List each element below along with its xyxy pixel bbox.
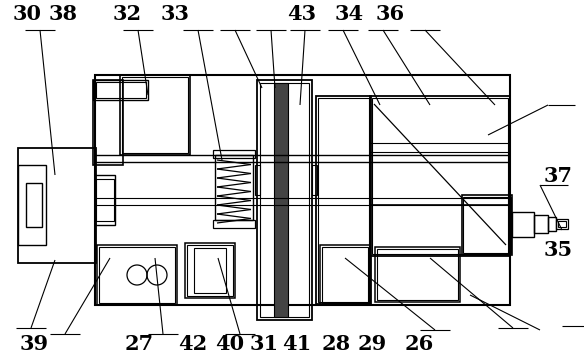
Bar bbox=[95, 75, 510, 305]
Bar bbox=[120, 75, 190, 155]
Bar bbox=[93, 80, 148, 100]
Text: 31: 31 bbox=[249, 334, 279, 354]
Bar bbox=[274, 83, 288, 317]
Text: 33: 33 bbox=[161, 4, 190, 24]
Bar bbox=[18, 148, 96, 263]
Bar bbox=[122, 77, 188, 153]
Text: 36: 36 bbox=[376, 4, 405, 24]
Bar bbox=[194, 248, 226, 293]
Bar bbox=[548, 217, 556, 231]
Bar bbox=[260, 83, 309, 317]
Bar bbox=[320, 245, 370, 305]
Bar bbox=[26, 183, 42, 227]
Bar bbox=[372, 98, 508, 254]
Bar bbox=[558, 221, 566, 227]
Text: 30: 30 bbox=[12, 4, 41, 24]
Bar bbox=[187, 245, 233, 296]
Text: 39: 39 bbox=[19, 334, 48, 354]
Bar bbox=[322, 247, 368, 303]
Bar bbox=[97, 245, 177, 305]
Text: 29: 29 bbox=[358, 334, 387, 354]
Bar bbox=[257, 80, 312, 320]
Text: 41: 41 bbox=[282, 334, 311, 354]
Bar bbox=[377, 249, 458, 300]
Text: 34: 34 bbox=[335, 4, 364, 24]
Bar bbox=[534, 215, 548, 233]
Text: 38: 38 bbox=[48, 4, 78, 24]
Bar bbox=[556, 219, 568, 229]
Text: 27: 27 bbox=[124, 334, 154, 354]
Text: 43: 43 bbox=[287, 4, 316, 24]
Text: 37: 37 bbox=[544, 166, 573, 186]
Bar bbox=[312, 165, 317, 195]
Bar bbox=[370, 205, 510, 305]
Bar bbox=[99, 247, 175, 303]
Bar bbox=[463, 197, 511, 253]
Bar bbox=[255, 165, 260, 195]
Text: 40: 40 bbox=[215, 334, 244, 354]
Bar bbox=[93, 80, 123, 165]
Text: 26: 26 bbox=[405, 334, 434, 354]
Bar bbox=[96, 82, 146, 98]
Text: 35: 35 bbox=[544, 240, 573, 260]
Bar bbox=[213, 150, 255, 158]
Bar bbox=[185, 243, 235, 298]
Bar bbox=[95, 175, 115, 225]
Bar bbox=[96, 179, 114, 221]
Bar bbox=[215, 155, 253, 220]
Text: 42: 42 bbox=[178, 334, 207, 354]
Bar bbox=[316, 96, 371, 304]
Bar bbox=[512, 212, 534, 237]
Bar bbox=[318, 98, 369, 302]
Bar bbox=[18, 165, 46, 245]
Text: 28: 28 bbox=[322, 334, 351, 354]
Bar bbox=[375, 247, 460, 302]
Bar bbox=[213, 220, 255, 228]
Bar bbox=[370, 96, 510, 256]
Text: 32: 32 bbox=[113, 4, 142, 24]
Bar bbox=[462, 195, 512, 255]
